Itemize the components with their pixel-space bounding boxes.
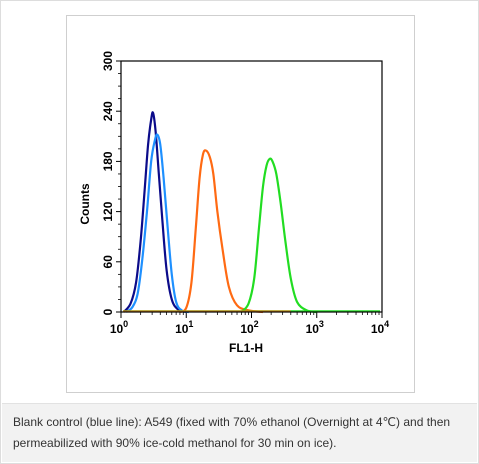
x-tick-exponent: 2	[254, 319, 259, 329]
x-tick-label: 103	[306, 319, 324, 336]
x-tick-base: 10	[175, 322, 189, 336]
x-tick-base: 10	[110, 322, 124, 336]
x-tick-label: 104	[371, 319, 389, 336]
y-tick-label: 180	[101, 151, 115, 171]
y-tick-label: 240	[101, 101, 115, 121]
x-tick-exponent: 0	[123, 319, 128, 329]
x-axis-ticks: 100 101 102 103 104	[110, 312, 389, 336]
x-axis-label: FL1-H	[229, 341, 263, 355]
y-tick-label: 0	[101, 308, 115, 315]
x-tick-exponent: 3	[319, 319, 324, 329]
y-tick-label: 300	[101, 51, 115, 71]
histogram-curve-2	[125, 133, 190, 314]
x-tick-base: 10	[306, 322, 320, 336]
plot-area-frame	[120, 60, 383, 313]
y-axis-ticks: 0 60 120 180 240 300	[101, 51, 121, 315]
x-tick-base: 10	[371, 322, 385, 336]
figure-frame: Counts FL1-H 0 60 120 180 240 300 100 101 102 10…	[66, 15, 415, 393]
y-axis-label: Counts	[78, 183, 92, 225]
caption-text: Blank control (blue line): A549 (fixed w…	[13, 415, 451, 450]
y-tick-label: 60	[101, 255, 115, 269]
x-tick-label: 101	[175, 319, 193, 336]
histogram-curve-1	[122, 111, 187, 314]
caption-box: Blank control (blue line): A549 (fixed w…	[2, 403, 477, 462]
histogram-curve-3	[179, 149, 264, 314]
x-tick-exponent: 4	[384, 319, 389, 329]
x-tick-label: 100	[110, 319, 128, 336]
x-tick-base: 10	[240, 322, 254, 336]
x-tick-exponent: 1	[188, 319, 193, 329]
histogram-curve-4	[240, 157, 317, 314]
series-layer	[122, 111, 380, 314]
y-tick-label: 120	[101, 201, 115, 221]
x-tick-label: 102	[240, 319, 258, 336]
